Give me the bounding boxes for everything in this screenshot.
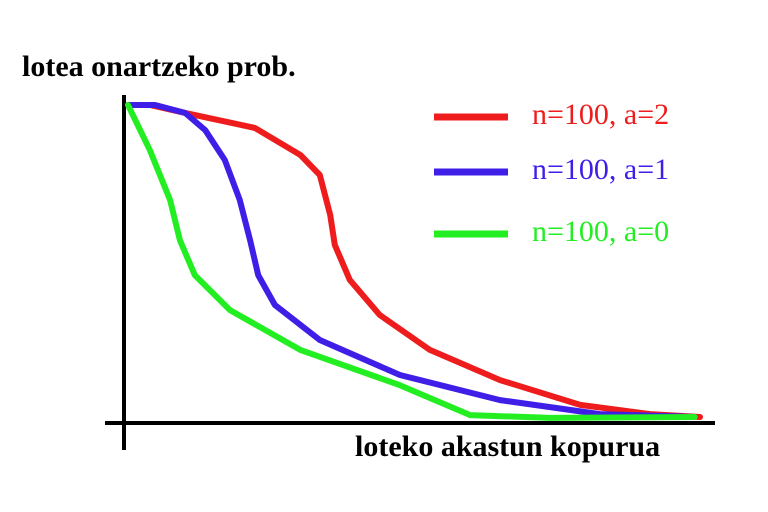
x-axis-label: loteko akastun kopurua xyxy=(355,430,660,463)
y-axis-label: lotea onartzeko prob. xyxy=(22,50,296,83)
legend-label: n=100, a=0 xyxy=(532,215,669,248)
legend-label: n=100, a=1 xyxy=(532,153,669,186)
curve xyxy=(125,102,698,421)
curve xyxy=(125,102,698,420)
legend-label: n=100, a=2 xyxy=(532,98,669,131)
curve xyxy=(125,102,703,420)
